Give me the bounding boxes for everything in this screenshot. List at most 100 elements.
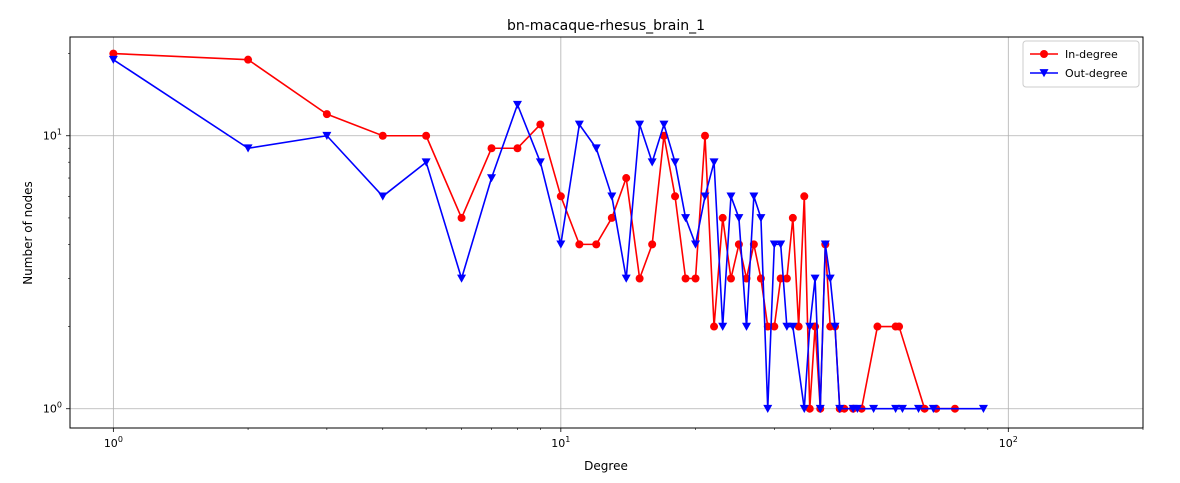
data-point-out-degree (763, 404, 773, 414)
data-point-in-degree (671, 192, 680, 201)
data-point-out-degree (421, 158, 431, 167)
y-tick-label-base: 10 (43, 403, 57, 416)
data-point-out-degree (670, 158, 680, 167)
y-tick-label: 100 (43, 401, 62, 416)
data-point-in-degree (788, 213, 797, 222)
data-point-out-degree (734, 214, 744, 223)
data-point-in-degree (648, 240, 657, 249)
data-point-in-degree (800, 192, 809, 201)
data-point-out-degree (835, 404, 845, 414)
data-point-in-degree (710, 322, 719, 331)
data-point-out-degree (574, 120, 584, 129)
legend-marker-out-degree (1039, 69, 1049, 78)
data-point-out-degree (621, 274, 631, 283)
data-point-out-degree (825, 274, 835, 283)
data-point-in-degree (691, 274, 700, 283)
x-tick-label-exponent: 1 (565, 435, 570, 444)
y-axis-label: Number of nodes (21, 181, 35, 285)
data-point-out-degree (322, 131, 332, 141)
data-point-out-degree (535, 158, 545, 167)
data-point-in-degree (726, 274, 735, 283)
x-axis-label: Degree (584, 459, 628, 473)
data-point-out-degree (914, 404, 924, 414)
legend-label-in-degree: In-degree (1065, 48, 1118, 61)
data-point-in-degree (701, 131, 710, 140)
data-point-out-degree (709, 158, 719, 167)
series-layer (108, 49, 988, 414)
x-tick-label: 102 (999, 435, 1018, 450)
y-tick-label: 101 (43, 128, 62, 143)
plot-frame (69, 36, 1144, 429)
data-point-in-degree (718, 213, 727, 222)
data-point-in-degree (575, 240, 584, 249)
x-tick-label: 100 (104, 435, 123, 450)
legend-marker-in-degree (1040, 50, 1048, 58)
data-point-in-degree (607, 213, 616, 222)
data-point-in-degree (681, 274, 690, 283)
legend: In-degree Out-degree (1022, 40, 1140, 88)
data-point-out-degree (749, 192, 759, 201)
data-point-out-degree (378, 192, 388, 201)
data-point-in-degree (782, 274, 791, 283)
legend-label-out-degree: Out-degree (1065, 67, 1128, 80)
data-point-out-degree (487, 174, 497, 183)
x-tick-label-exponent: 0 (118, 435, 123, 444)
data-point-out-degree (243, 144, 253, 153)
data-point-in-degree (794, 322, 803, 331)
data-point-in-degree (895, 322, 904, 331)
data-point-in-degree (622, 174, 631, 183)
series-out-degree (108, 55, 988, 414)
y-tick-label-base: 10 (43, 130, 57, 143)
data-point-out-degree (457, 274, 467, 283)
data-point-in-degree (109, 49, 118, 58)
data-point-out-degree (978, 404, 988, 414)
data-point-out-degree (607, 192, 617, 201)
data-point-in-degree (378, 131, 387, 140)
data-point-in-degree (635, 274, 644, 283)
data-point-out-degree (647, 158, 657, 167)
data-point-out-degree (805, 322, 815, 331)
data-point-in-degree (244, 55, 253, 64)
data-point-out-degree (810, 274, 820, 283)
data-point-out-degree (776, 240, 786, 249)
x-tick-label-base: 10 (104, 437, 118, 450)
x-tick-label-exponent: 2 (1013, 435, 1018, 444)
data-point-out-degree (788, 322, 798, 331)
data-point-out-degree (700, 192, 710, 201)
data-point-out-degree (635, 120, 645, 129)
legend-box (1022, 40, 1140, 88)
data-point-out-degree (869, 404, 879, 414)
data-point-out-degree (928, 404, 938, 414)
x-tick-label-base: 10 (551, 437, 565, 450)
data-point-out-degree (830, 322, 840, 331)
data-point-in-degree (873, 322, 882, 331)
data-point-out-degree (897, 404, 907, 414)
data-point-in-degree (322, 110, 331, 119)
data-point-out-degree (718, 322, 728, 331)
data-point-in-degree (770, 322, 779, 331)
data-point-out-degree (691, 240, 701, 249)
data-point-in-degree (422, 131, 431, 140)
data-point-out-degree (891, 404, 901, 414)
data-point-in-degree (536, 120, 545, 129)
data-point-out-degree (681, 214, 691, 223)
data-point-out-degree (742, 322, 752, 331)
data-point-out-degree (820, 240, 830, 249)
data-point-out-degree (756, 214, 766, 223)
data-point-out-degree (726, 192, 736, 201)
x-tick-label: 101 (551, 435, 570, 450)
chart-title: bn-macaque-rhesus_brain_1 (507, 18, 705, 34)
data-point-out-degree (108, 55, 118, 64)
data-point-out-degree (659, 120, 669, 129)
y-tick-label-exponent: 0 (57, 401, 62, 410)
data-point-in-degree (487, 144, 496, 153)
data-point-out-degree (782, 322, 792, 331)
x-tick-label-base: 10 (999, 437, 1013, 450)
data-point-out-degree (591, 144, 601, 153)
data-point-out-degree (815, 404, 825, 414)
data-point-in-degree (457, 213, 466, 222)
data-point-in-degree (592, 240, 601, 249)
